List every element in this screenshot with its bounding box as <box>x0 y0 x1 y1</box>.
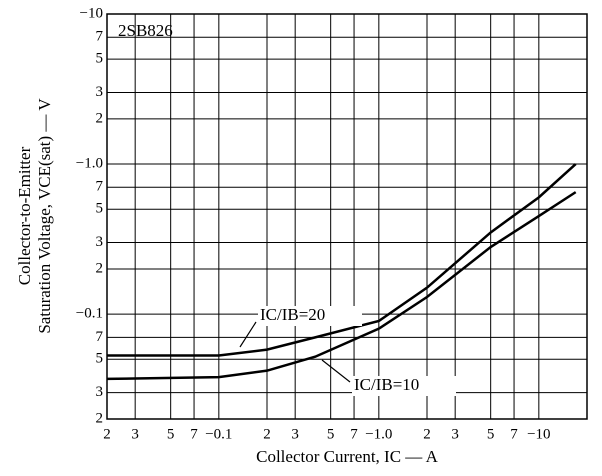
label-bg <box>352 376 456 396</box>
y-tick-label: 2 <box>96 410 104 426</box>
x-tick-label: −1.0 <box>365 426 392 442</box>
series-line <box>106 191 577 381</box>
y-tick-label: 5 <box>96 51 104 67</box>
y-tick-label: −1.0 <box>76 155 103 171</box>
y-tick-label: 7 <box>96 329 104 345</box>
x-tick-label: 2 <box>103 426 111 442</box>
x-tick-label: 3 <box>291 426 299 442</box>
y-tick-label: 2 <box>96 260 104 276</box>
x-tick-label: 3 <box>131 426 139 442</box>
x-tick-label: 3 <box>451 426 459 442</box>
y-tick-label: 2 <box>96 110 104 126</box>
plot-frame <box>106 13 588 420</box>
x-tick-label: 2 <box>263 426 271 442</box>
y-tick-label: 5 <box>96 351 104 367</box>
series-label: IC/IB=10 <box>354 375 419 394</box>
leader-line <box>239 321 257 348</box>
y-tick-label: 3 <box>96 234 104 250</box>
x-tick-label: 7 <box>190 426 198 442</box>
series-label: IC/IB=20 <box>260 305 325 324</box>
y-tick-label: −10 <box>80 5 103 21</box>
y-tick-label: 3 <box>96 84 104 100</box>
y-tick-label: 7 <box>96 29 104 45</box>
y-axis-label: Saturation Voltage, VCE(sat) — V <box>35 98 54 334</box>
x-tick-label: 7 <box>350 426 358 442</box>
x-tick-label: 5 <box>327 426 335 442</box>
x-tick-label: −0.1 <box>205 426 232 442</box>
x-tick-label: 5 <box>167 426 175 442</box>
y-tick-label: −0.1 <box>76 306 103 322</box>
leader-line <box>321 359 351 383</box>
series-line <box>107 163 577 357</box>
y-axis-label: Collector-to-Emitter <box>15 146 34 285</box>
x-axis-label: Collector Current, IC — A <box>256 447 439 466</box>
y-tick-label: 3 <box>96 384 104 400</box>
y-tick-label: 5 <box>96 201 104 217</box>
x-tick-label: −10 <box>527 426 550 442</box>
y-tick-label: 7 <box>96 179 104 195</box>
x-tick-label: 2 <box>423 426 431 442</box>
x-tick-label: 7 <box>510 426 518 442</box>
label-bg <box>258 306 362 326</box>
part-number: 2SB826 <box>118 21 173 40</box>
x-tick-label: 5 <box>487 426 495 442</box>
